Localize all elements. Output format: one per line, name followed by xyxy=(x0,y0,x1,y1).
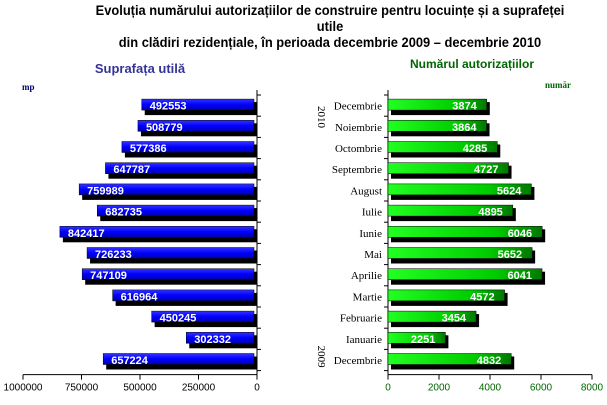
left-bar xyxy=(59,226,255,238)
right-category-label: Noiembrie xyxy=(335,122,382,134)
left-bar-value: 450245 xyxy=(160,313,197,325)
left-x-tick-label: 0 xyxy=(254,383,260,394)
right-bar-value: 6046 xyxy=(508,228,532,240)
right-category-label: Septembrie xyxy=(332,164,382,176)
right-category-label: Iunie xyxy=(359,228,382,240)
right-unit-label: număr xyxy=(545,80,571,90)
left-bar-value: 747109 xyxy=(90,270,127,282)
left-bar xyxy=(78,183,255,196)
left-bar-value: 759989 xyxy=(87,185,124,197)
left-bar-value: 657224 xyxy=(111,355,149,367)
right-bar-value: 6041 xyxy=(508,270,532,282)
right-bar-value: 3864 xyxy=(452,122,477,134)
left-bar-value: 726233 xyxy=(95,249,132,261)
left-bar xyxy=(112,289,255,302)
year-label-2009: 2009 xyxy=(315,346,327,369)
left-bar-value: 647787 xyxy=(113,164,150,176)
right-category-label: Februarie xyxy=(340,313,382,325)
left-bar-value: 492553 xyxy=(150,101,187,113)
left-bar-value: 577386 xyxy=(130,143,167,155)
right-category-label: Ianuarie xyxy=(346,334,382,346)
left-bar xyxy=(141,98,255,111)
left-x-tick-label: 500000 xyxy=(123,383,157,394)
left-bar xyxy=(102,353,255,365)
right-bar xyxy=(387,226,543,238)
left-bar xyxy=(137,120,255,132)
right-bar xyxy=(387,247,533,259)
left-bar-value: 682735 xyxy=(105,207,142,219)
right-category-label: Aprilie xyxy=(351,270,382,282)
left-bar-value: 842417 xyxy=(68,228,105,240)
left-chart-title: Suprafața utilă xyxy=(95,61,186,76)
right-category-label: Decembrie xyxy=(334,355,382,367)
right-bar-value: 4727 xyxy=(474,164,498,176)
left-bar xyxy=(86,247,255,259)
title-line-1: Evoluția numărului autorizațiilor de con… xyxy=(95,2,565,34)
left-bar xyxy=(96,204,255,217)
title-line-2: din clădiri rezidențiale, în perioada de… xyxy=(118,34,542,50)
right-x-tick-label: 2000 xyxy=(428,383,451,394)
right-bar xyxy=(387,204,514,217)
right-category-label: Martie xyxy=(353,291,382,303)
left-bar-value: 302332 xyxy=(194,334,231,346)
right-bar-value: 5624 xyxy=(497,185,522,197)
left-bar xyxy=(105,162,255,174)
right-bar-value: 2251 xyxy=(411,334,435,346)
right-x-tick-label: 4000 xyxy=(479,383,502,394)
left-x-tick-label: 1000000 xyxy=(4,383,43,394)
right-x-tick-label: 8000 xyxy=(581,383,604,394)
right-bar xyxy=(387,332,446,344)
left-bar xyxy=(121,141,255,153)
right-category-label: Mai xyxy=(364,249,382,261)
left-x-tick-label: 250000 xyxy=(182,383,216,394)
year-label-2010: 2010 xyxy=(315,106,327,129)
left-bar xyxy=(151,310,255,323)
right-bar-value: 3874 xyxy=(452,101,477,113)
left-unit-label: mp xyxy=(22,82,35,92)
right-category-label: Octombrie xyxy=(335,143,382,155)
left-bar-value: 616964 xyxy=(121,291,159,303)
right-bar-value: 4285 xyxy=(463,143,487,155)
right-bar xyxy=(387,141,498,153)
right-x-tick-label: 6000 xyxy=(530,383,553,394)
right-bar xyxy=(387,120,487,132)
right-bar xyxy=(387,162,509,174)
right-bar xyxy=(387,289,505,302)
right-bar-value: 4572 xyxy=(470,291,494,303)
right-bar-value: 4895 xyxy=(478,207,502,219)
right-bar xyxy=(387,268,543,280)
right-bar xyxy=(387,310,477,323)
right-bar-value: 3454 xyxy=(442,313,467,325)
right-x-tick-label: 0 xyxy=(385,383,391,394)
right-bar-value: 4832 xyxy=(477,355,501,367)
right-bar xyxy=(387,353,512,365)
chart-title: Evoluția numărului autorizațiilor de con… xyxy=(82,2,579,50)
left-x-tick-label: 750000 xyxy=(65,383,99,394)
right-category-label: Iulie xyxy=(362,207,382,219)
left-bar-value: 508779 xyxy=(146,122,183,134)
left-bar xyxy=(186,332,255,344)
right-bar-value: 5652 xyxy=(498,249,522,261)
right-chart-title: Numărul autorizațiilor xyxy=(410,57,534,71)
right-category-label: Decembrie xyxy=(334,101,382,113)
left-bar xyxy=(81,268,255,280)
right-bar xyxy=(387,183,532,196)
right-category-label: August xyxy=(350,185,382,197)
right-bar xyxy=(387,98,488,111)
